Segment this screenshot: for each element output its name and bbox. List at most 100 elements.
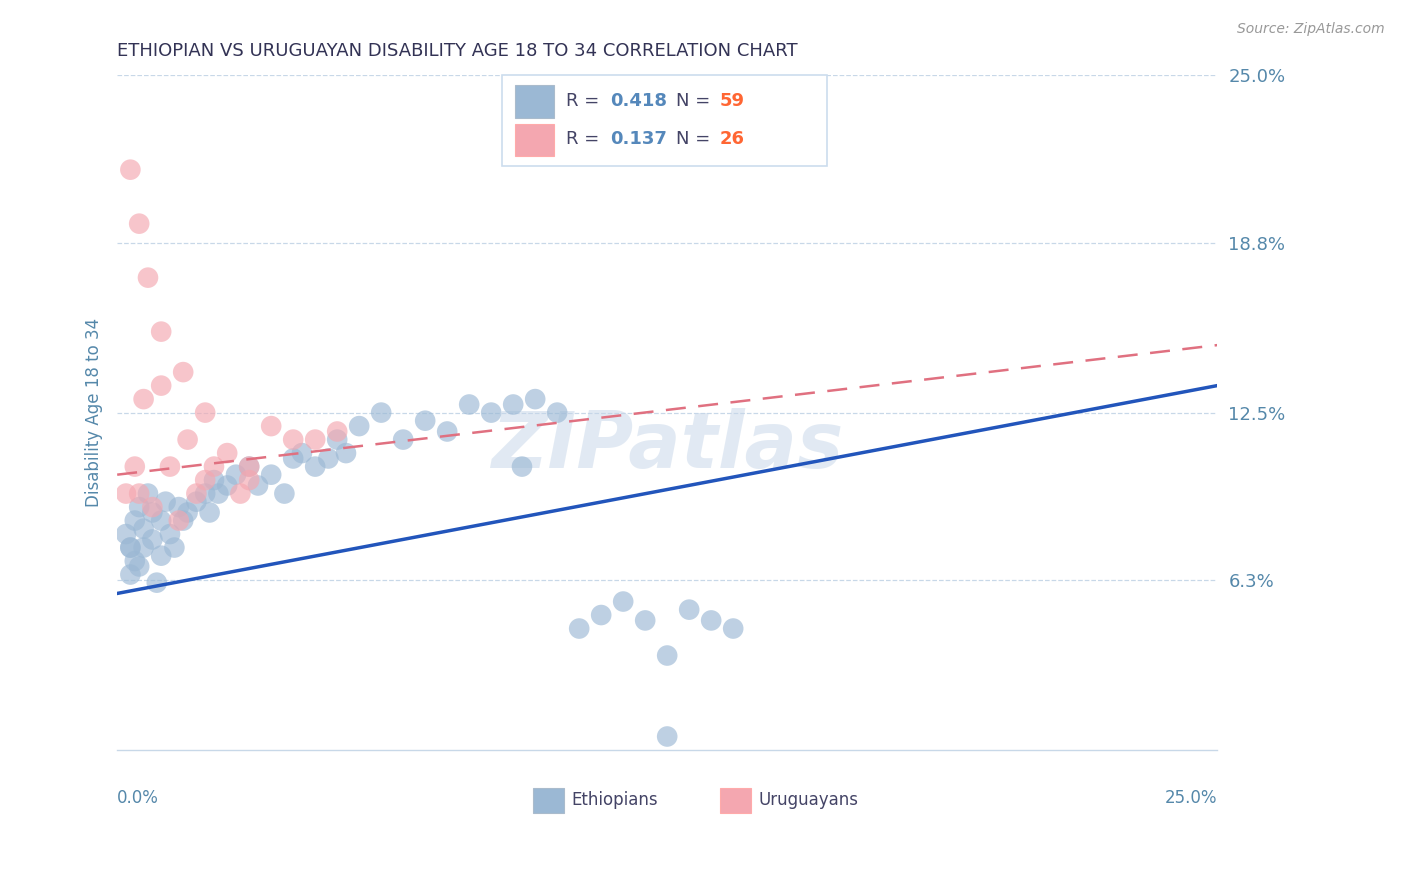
Point [392,433,415,447]
Point [217,446,239,460]
Point [700,614,723,628]
Point [128,559,150,574]
Point [634,614,657,628]
Point [150,549,173,563]
Point [128,486,150,500]
Y-axis label: Disability Age 18 to 34: Disability Age 18 to 34 [86,318,103,508]
Text: R =: R = [567,130,605,148]
Text: N =: N = [676,92,716,110]
Point [150,378,173,392]
Text: ZIPatlas: ZIPatlas [491,409,844,484]
Point [458,397,481,411]
FancyBboxPatch shape [516,86,554,118]
FancyBboxPatch shape [516,124,554,156]
Point [260,467,283,482]
Point [132,392,155,406]
Text: N =: N = [676,130,716,148]
Point [678,602,700,616]
Point [326,425,349,439]
Point [657,730,679,744]
Point [194,473,217,487]
Point [120,541,142,555]
FancyBboxPatch shape [533,788,564,814]
Point [524,392,547,406]
Text: 59: 59 [720,92,745,110]
Point [124,554,146,568]
Point [370,406,392,420]
Point [347,419,370,434]
Point [136,486,159,500]
Text: Source: ZipAtlas.com: Source: ZipAtlas.com [1237,22,1385,37]
Point [273,486,295,500]
Text: R =: R = [567,92,605,110]
Point [229,486,252,500]
Point [132,522,155,536]
Point [721,622,744,636]
Text: 0.418: 0.418 [610,92,666,110]
Point [510,459,533,474]
Point [120,541,142,555]
Point [260,419,283,434]
Point [217,478,239,492]
Point [132,541,155,555]
Point [186,494,208,508]
Text: 0.0%: 0.0% [117,789,159,807]
Point [167,514,190,528]
Point [479,406,502,420]
Point [128,217,150,231]
Point [141,500,163,514]
Point [225,467,247,482]
Point [335,446,357,460]
Point [436,425,458,439]
Point [176,433,198,447]
Point [283,433,305,447]
Point [159,527,181,541]
Point [657,648,679,663]
Point [124,459,146,474]
Text: 26: 26 [720,130,745,148]
Point [291,446,314,460]
Point [120,162,142,177]
Point [128,500,150,514]
Point [612,594,634,608]
Point [120,567,142,582]
Point [202,459,225,474]
Point [136,270,159,285]
Point [141,506,163,520]
Point [326,433,349,447]
Point [186,486,208,500]
Point [150,514,173,528]
Point [176,506,198,520]
Point [546,406,568,420]
Text: 25.0%: 25.0% [1164,789,1218,807]
Point [172,365,194,379]
Point [283,451,305,466]
Point [202,473,225,487]
Point [568,622,591,636]
Point [115,527,138,541]
Point [591,608,613,623]
Point [304,459,326,474]
Point [304,433,326,447]
Point [172,514,194,528]
Point [115,486,138,500]
Point [198,506,221,520]
Text: Ethiopians: Ethiopians [571,791,658,809]
Point [167,500,190,514]
Point [238,459,260,474]
Text: ETHIOPIAN VS URUGUAYAN DISABILITY AGE 18 TO 34 CORRELATION CHART: ETHIOPIAN VS URUGUAYAN DISABILITY AGE 18… [117,42,797,60]
Text: Uruguayans: Uruguayans [758,791,859,809]
Text: 0.137: 0.137 [610,130,666,148]
Point [318,451,340,466]
Point [502,397,524,411]
Point [766,122,789,136]
Point [141,533,163,547]
Point [238,459,260,474]
FancyBboxPatch shape [720,788,751,814]
Point [246,478,269,492]
Point [159,459,181,474]
Point [194,406,217,420]
Point [124,514,146,528]
Point [146,575,169,590]
Point [238,473,260,487]
